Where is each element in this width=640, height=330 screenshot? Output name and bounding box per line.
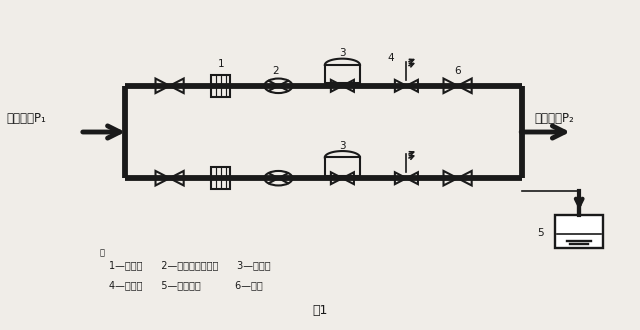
Bar [211,168,230,189]
Text: 2: 2 [272,66,278,76]
Text: ；: ； [99,248,104,257]
Text: 5: 5 [538,228,544,238]
Text: 4—安全阀      5—安全水封           6—阀门: 4—安全阀 5—安全水封 6—阀门 [109,280,262,290]
Text: 图1: 图1 [312,304,328,317]
Bar [211,75,230,96]
Text: 1—过滤器      2—快速安全切断阀      3—调压器: 1—过滤器 2—快速安全切断阀 3—调压器 [109,261,271,271]
Text: 6: 6 [454,66,461,76]
Bar [325,65,360,83]
Text: 3: 3 [339,48,346,58]
Bar [325,157,360,176]
Bar [556,214,604,248]
Text: 4: 4 [387,53,394,63]
Text: 3: 3 [339,141,346,150]
Text: 进口压力P₁: 进口压力P₁ [6,112,46,125]
Text: 1: 1 [218,59,224,69]
Text: 出口压力P₂: 出口压力P₂ [534,112,574,125]
